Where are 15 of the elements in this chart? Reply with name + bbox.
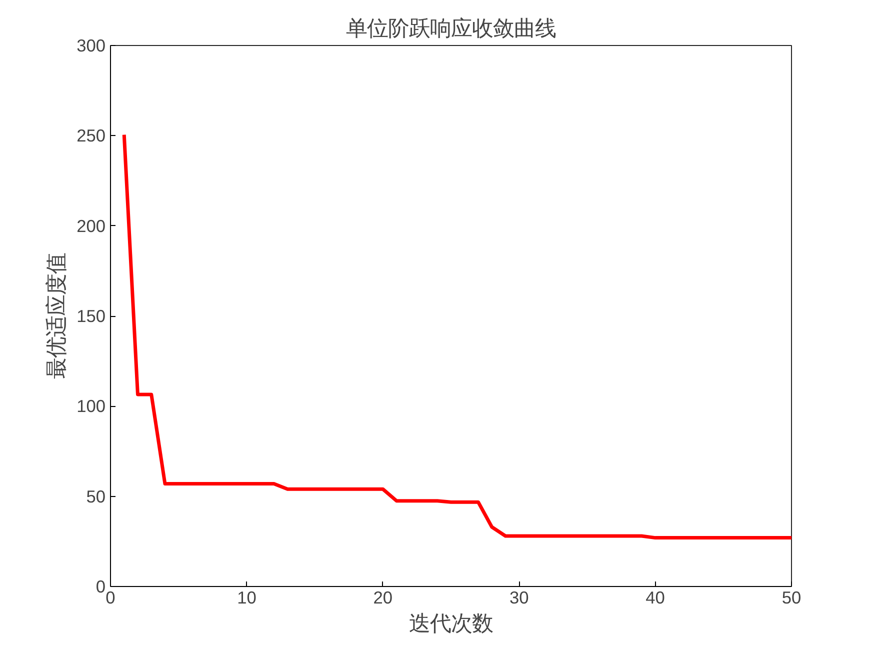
y-tick-label: 100 xyxy=(76,396,106,416)
y-tick-label: 300 xyxy=(76,36,106,56)
x-tick-label: 20 xyxy=(373,588,393,608)
x-tick-label: 30 xyxy=(509,588,529,608)
chart-title: 单位阶跃响应收敛曲线 xyxy=(346,16,556,40)
x-tick-label: 50 xyxy=(782,588,802,608)
x-axis-title: 迭代次数 xyxy=(409,612,493,636)
y-tick-label: 150 xyxy=(76,306,106,326)
y-tick-label: 50 xyxy=(86,486,106,506)
y-tick-label: 250 xyxy=(76,126,106,146)
x-tick-label: 10 xyxy=(237,588,256,608)
line-series xyxy=(122,133,792,540)
x-tick-label: 40 xyxy=(646,588,665,608)
y-tick-label: 200 xyxy=(76,216,106,236)
y-axis-title: 最优适应度值 xyxy=(44,253,69,379)
